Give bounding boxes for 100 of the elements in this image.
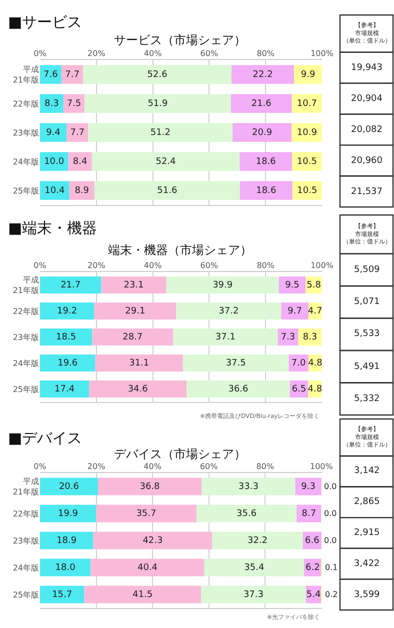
data-label: 4.8 bbox=[308, 358, 323, 368]
data-label: 0.0 bbox=[324, 509, 337, 518]
text: 20,960 bbox=[351, 156, 383, 166]
bar bbox=[296, 504, 322, 522]
bar bbox=[89, 380, 187, 398]
chart-title: ■デバイス bbox=[8, 429, 82, 447]
x-tick-label: 0% bbox=[34, 260, 47, 270]
bar bbox=[92, 152, 240, 171]
data-label: 8.4 bbox=[72, 156, 88, 167]
bar bbox=[98, 478, 202, 496]
data-label: 7.5 bbox=[66, 98, 82, 109]
data-label: 22.2 bbox=[252, 70, 273, 80]
chart-subtitle: デバイス（市場シェア） bbox=[114, 447, 246, 461]
bar bbox=[40, 586, 84, 604]
data-label: 52.4 bbox=[156, 156, 176, 167]
data-label: 39.9 bbox=[212, 280, 233, 290]
bar bbox=[90, 558, 204, 576]
text: 2,865 bbox=[354, 497, 380, 507]
data-label: 6.2 bbox=[306, 562, 320, 573]
data-label: 51.2 bbox=[150, 128, 170, 138]
bar bbox=[94, 181, 240, 200]
x-tick-label: 0% bbox=[34, 48, 47, 58]
text: 5,071 bbox=[354, 297, 380, 307]
data-label: 36.8 bbox=[140, 482, 160, 492]
data-label: 33.3 bbox=[238, 482, 258, 492]
y-tick-label: 25年版 bbox=[12, 590, 39, 600]
text: 5,332 bbox=[354, 394, 380, 404]
data-label: 42.3 bbox=[142, 536, 163, 546]
x-tick-label: 20% bbox=[87, 462, 106, 471]
data-label: 18.6 bbox=[256, 186, 276, 196]
y-tick-label: 25年版 bbox=[12, 384, 39, 394]
data-label: 7.7 bbox=[65, 70, 80, 80]
data-label: 28.7 bbox=[122, 332, 143, 342]
y-tick-label: 25年版 bbox=[12, 186, 39, 196]
y-tick-label: 22年版 bbox=[12, 306, 39, 316]
data-label: 32.2 bbox=[248, 536, 268, 546]
bar bbox=[294, 65, 322, 84]
text: 3,142 bbox=[354, 466, 380, 476]
x-tick-label: 100% bbox=[310, 260, 334, 270]
y-tick-label: 22年版 bbox=[12, 509, 39, 518]
data-label: 15.7 bbox=[52, 590, 72, 600]
bar bbox=[278, 276, 306, 294]
chart-title: ■端末・機器 bbox=[8, 219, 98, 237]
bar bbox=[83, 65, 232, 84]
data-label: 10.9 bbox=[296, 128, 318, 138]
bar bbox=[94, 302, 176, 320]
data-label: 40.4 bbox=[137, 562, 158, 573]
x-tick-label: 40% bbox=[144, 48, 162, 58]
bar bbox=[40, 532, 94, 550]
x-tick-label: 100% bbox=[310, 462, 334, 471]
bar bbox=[68, 152, 92, 171]
bar bbox=[212, 532, 303, 550]
bar bbox=[40, 504, 96, 522]
data-label: 35.7 bbox=[136, 508, 156, 519]
text: 3,599 bbox=[354, 590, 380, 600]
x-tick-label: 40% bbox=[144, 462, 162, 471]
bar bbox=[40, 181, 70, 200]
x-tick-label: 40% bbox=[144, 260, 162, 270]
bar bbox=[292, 123, 322, 142]
data-label: 9.9 bbox=[300, 70, 316, 80]
bar bbox=[292, 152, 322, 171]
x-tick-label: 20% bbox=[88, 260, 106, 270]
bar bbox=[240, 152, 292, 171]
data-label: 19.2 bbox=[57, 306, 78, 316]
data-label: 21.6 bbox=[251, 98, 272, 109]
data-label: 4.8 bbox=[308, 384, 322, 394]
data-label: 18.9 bbox=[56, 536, 77, 546]
y-tick-label: 24年版 bbox=[12, 358, 39, 368]
chart-subtitle: 端末・機器（市場シェア） bbox=[108, 243, 252, 257]
data-label: 4.7 bbox=[308, 306, 322, 316]
data-label: 23.1 bbox=[124, 280, 144, 290]
text: 5,509 bbox=[354, 265, 380, 275]
y-tick-label: 24年版 bbox=[12, 563, 39, 572]
bar bbox=[292, 181, 322, 200]
x-tick-label: 60% bbox=[200, 48, 218, 58]
data-label: 37.1 bbox=[215, 332, 236, 342]
bar bbox=[240, 181, 292, 200]
text: 5,491 bbox=[354, 362, 380, 372]
y-tick-label: 23年版 bbox=[12, 536, 39, 546]
bar bbox=[93, 532, 212, 550]
bar bbox=[204, 558, 304, 576]
text: 19,943 bbox=[351, 63, 382, 73]
data-label: 20.6 bbox=[58, 482, 80, 492]
data-label: 18.6 bbox=[256, 156, 276, 167]
text: 5,533 bbox=[354, 329, 380, 339]
bar bbox=[230, 94, 292, 113]
bar bbox=[40, 328, 92, 346]
data-label: 5.8 bbox=[306, 280, 322, 290]
data-label: 9.4 bbox=[46, 128, 61, 138]
text: 20,904 bbox=[351, 94, 383, 104]
data-label: 9.7 bbox=[288, 306, 302, 316]
data-label: 19.9 bbox=[58, 508, 78, 519]
data-label: 51.9 bbox=[148, 98, 168, 109]
bar bbox=[202, 478, 296, 496]
bar bbox=[196, 504, 297, 522]
data-label: 7.3 bbox=[280, 332, 296, 342]
bar bbox=[200, 586, 306, 604]
data-label: 6.6 bbox=[304, 536, 320, 546]
text: 3,422 bbox=[354, 559, 380, 569]
data-label: 41.5 bbox=[132, 590, 153, 600]
